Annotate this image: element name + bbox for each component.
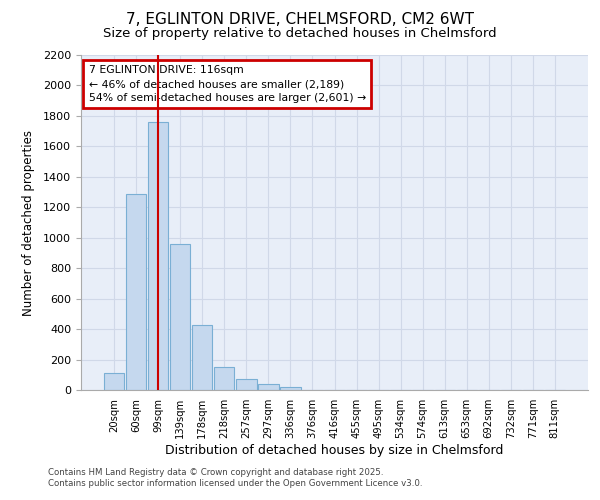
X-axis label: Distribution of detached houses by size in Chelmsford: Distribution of detached houses by size … bbox=[166, 444, 503, 456]
Bar bbox=[104, 373, 124, 390]
Bar bbox=[214, 367, 235, 390]
Bar bbox=[280, 387, 301, 390]
Bar bbox=[126, 194, 146, 390]
Text: 7, EGLINTON DRIVE, CHELMSFORD, CM2 6WT: 7, EGLINTON DRIVE, CHELMSFORD, CM2 6WT bbox=[126, 12, 474, 28]
Bar bbox=[258, 384, 278, 390]
Text: Size of property relative to detached houses in Chelmsford: Size of property relative to detached ho… bbox=[103, 28, 497, 40]
Bar bbox=[192, 326, 212, 390]
Bar bbox=[170, 244, 190, 390]
Y-axis label: Number of detached properties: Number of detached properties bbox=[22, 130, 35, 316]
Bar bbox=[236, 380, 257, 390]
Text: 7 EGLINTON DRIVE: 116sqm
← 46% of detached houses are smaller (2,189)
54% of sem: 7 EGLINTON DRIVE: 116sqm ← 46% of detach… bbox=[89, 65, 366, 103]
Text: Contains HM Land Registry data © Crown copyright and database right 2025.
Contai: Contains HM Land Registry data © Crown c… bbox=[48, 468, 422, 487]
Bar bbox=[148, 122, 169, 390]
